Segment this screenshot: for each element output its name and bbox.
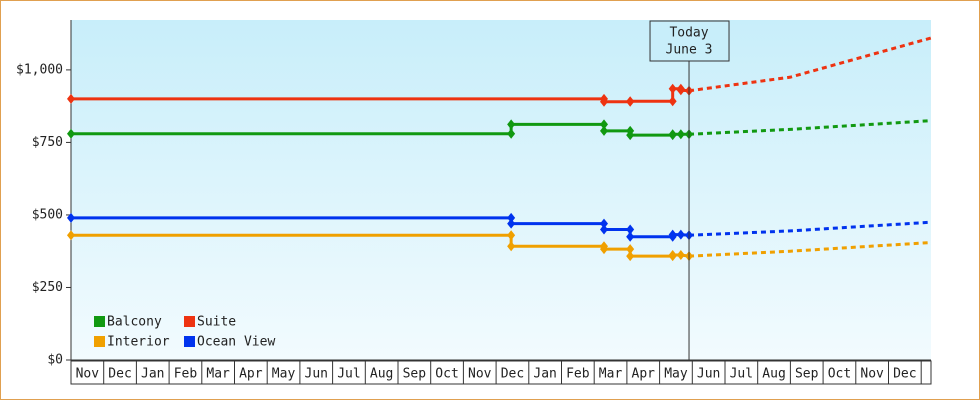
point-marker	[67, 128, 75, 139]
x-tick-label: Nov	[860, 367, 884, 382]
point-marker	[668, 96, 677, 107]
point-marker	[600, 119, 609, 130]
y-tick-label: $0	[47, 353, 63, 368]
x-tick-label: Mar	[599, 367, 623, 382]
x-tick-label: Jun	[305, 367, 328, 382]
x-tick-label: Aug	[762, 367, 785, 382]
x-tick-label: Jul	[337, 367, 360, 382]
y-tick-label: $1,000	[16, 62, 63, 77]
today-label: June 3	[666, 43, 713, 58]
point-marker	[626, 130, 635, 141]
point-marker	[67, 93, 75, 104]
point-marker	[600, 244, 609, 255]
x-tick-label: Apr	[632, 367, 656, 382]
x-tick-label: Sep	[795, 367, 819, 382]
point-marker	[600, 218, 609, 229]
legend-label: Ocean View	[197, 335, 275, 350]
point-marker	[626, 244, 635, 255]
projection-line	[688, 241, 932, 258]
x-tick-label: Apr	[239, 367, 263, 382]
point-marker	[676, 129, 685, 140]
x-tick-label: Mar	[206, 367, 230, 382]
x-tick-label: Nov	[76, 367, 100, 382]
x-tick-label: Jan	[141, 367, 164, 382]
point-marker	[626, 231, 635, 242]
x-tick-label: Dec	[108, 367, 131, 382]
today-box	[649, 20, 730, 62]
y-tick-label: $750	[32, 135, 63, 150]
x-tick-label: Feb	[174, 367, 198, 382]
point-marker	[668, 83, 677, 94]
point-marker	[668, 249, 677, 260]
x-tick-label: Dec	[893, 367, 916, 382]
x-tick-label: Jun	[697, 367, 720, 382]
point-marker	[507, 230, 516, 241]
x-tick-label: Feb	[566, 367, 590, 382]
point-marker	[626, 251, 635, 262]
x-tick-label: Oct	[435, 367, 458, 382]
point-marker	[600, 224, 609, 235]
point-marker	[507, 241, 516, 252]
point-marker	[67, 212, 75, 223]
x-tick-label: May	[272, 367, 296, 382]
point-marker	[668, 229, 677, 240]
point-marker	[507, 218, 516, 229]
legend-label: Interior	[107, 335, 170, 350]
x-tick-label: Oct	[828, 367, 851, 382]
point-marker	[626, 96, 635, 107]
y-tick-label: $250	[32, 280, 63, 295]
point-marker	[676, 249, 685, 260]
x-tick-label: Jan	[533, 367, 556, 382]
point-marker	[507, 128, 516, 139]
projection-line	[688, 36, 932, 93]
legend-label: Suite	[197, 315, 236, 330]
point-marker	[507, 119, 516, 130]
x-tick-label: Nov	[468, 367, 492, 382]
x-tick-label: May	[664, 367, 688, 382]
legend-swatch	[94, 316, 105, 327]
x-tick-label: Jul	[730, 367, 753, 382]
projection-line	[688, 119, 932, 136]
point-marker	[67, 230, 75, 241]
legend-swatch	[184, 316, 195, 327]
point-marker	[507, 212, 516, 223]
point-marker	[600, 96, 609, 107]
y-tick-label: $500	[32, 207, 63, 222]
point-marker	[668, 129, 677, 140]
x-axis-band	[70, 360, 932, 385]
point-marker	[676, 85, 685, 96]
x-tick-label: Dec	[501, 367, 524, 382]
point-marker	[676, 229, 685, 240]
legend-swatch	[184, 336, 195, 347]
legend-label: Balcony	[107, 315, 162, 330]
projection-line	[688, 220, 932, 237]
x-tick-label: Sep	[403, 367, 427, 382]
x-tick-label: Aug	[370, 367, 393, 382]
today-label: Today	[669, 26, 708, 41]
point-marker	[626, 224, 635, 235]
legend-swatch	[94, 336, 105, 347]
plot-area	[71, 20, 931, 360]
